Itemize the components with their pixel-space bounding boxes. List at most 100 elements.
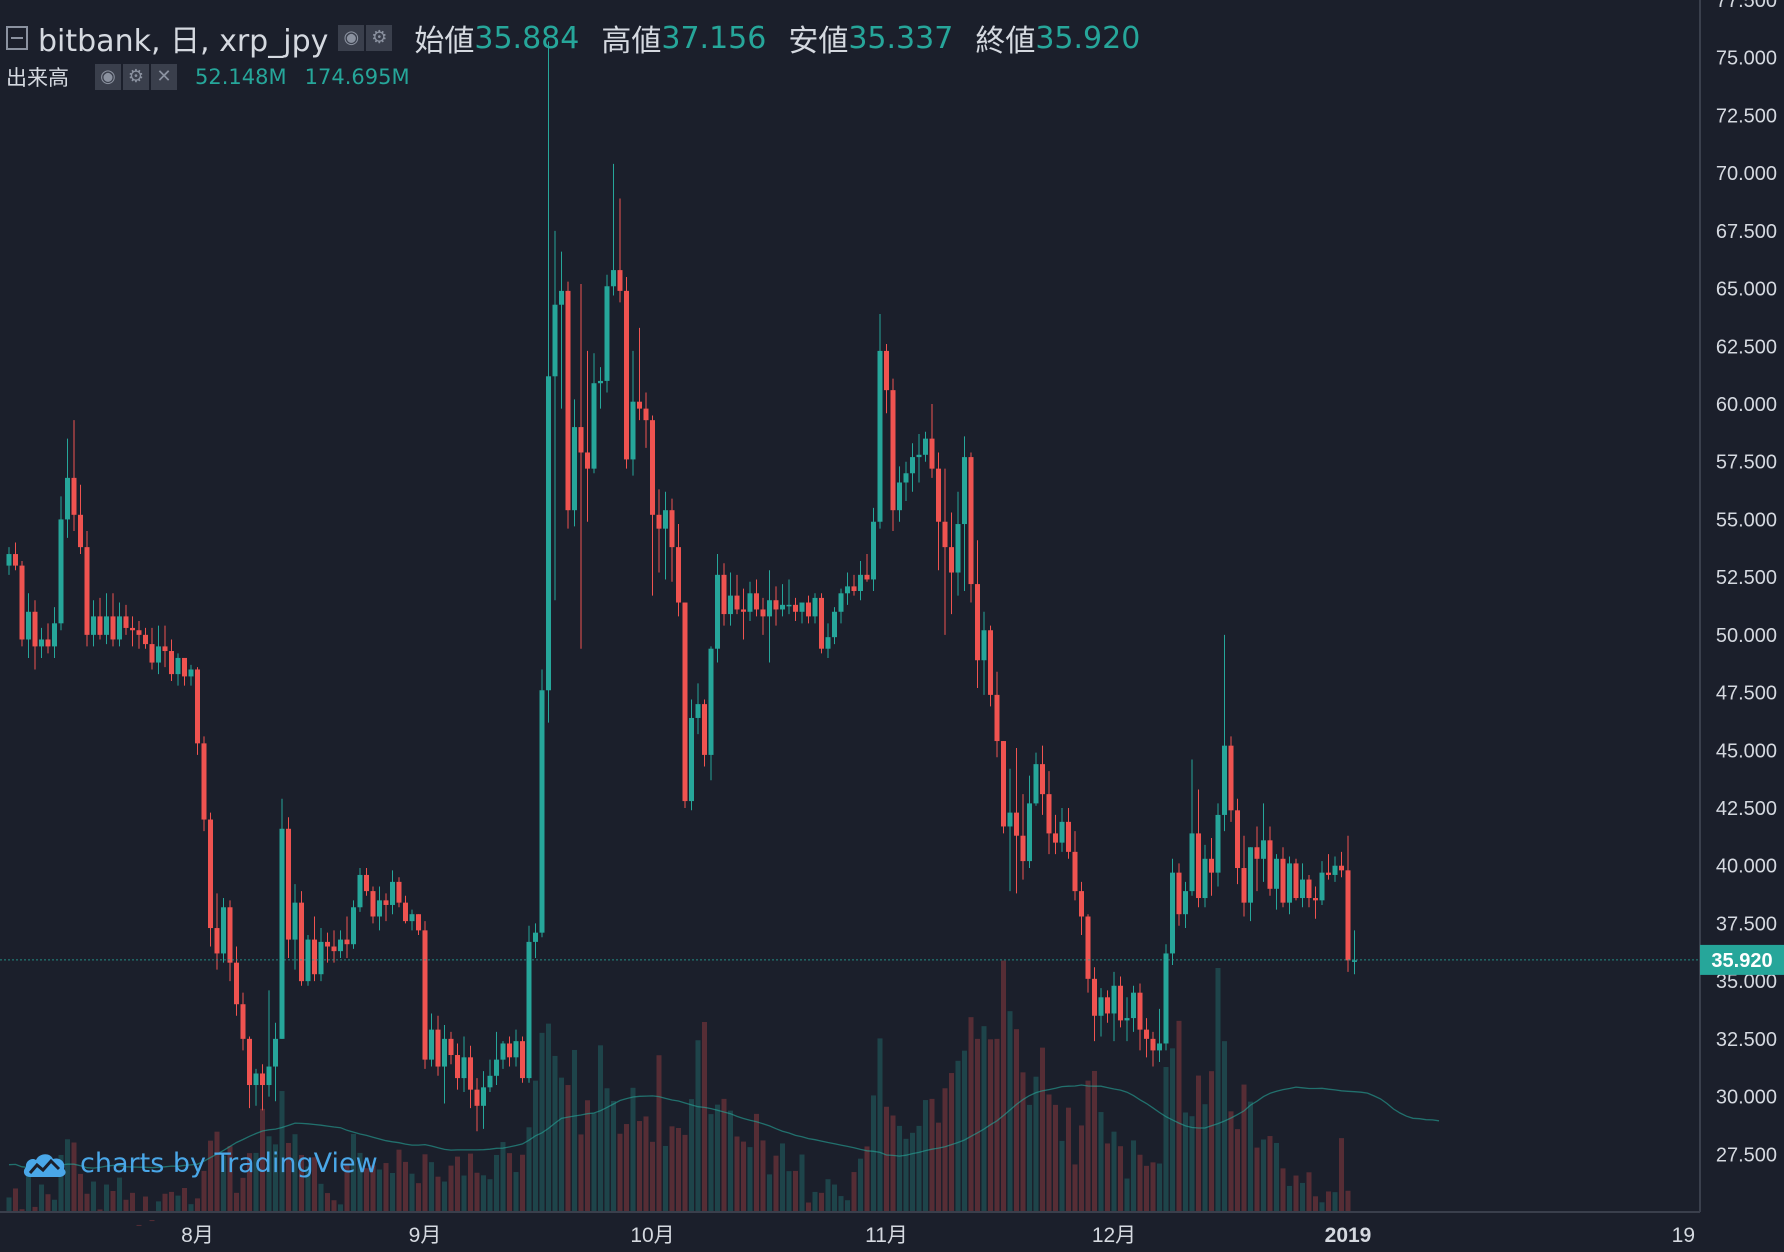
volume-bar: [182, 1187, 187, 1212]
candle: [1261, 803, 1266, 882]
volume-bar: [344, 1163, 350, 1212]
close-icon[interactable]: ✕: [151, 64, 177, 90]
volume-bar: [240, 1177, 246, 1212]
volume-bar: [396, 1149, 402, 1212]
volume-bar: [598, 1045, 603, 1212]
candle-body: [910, 457, 915, 474]
candle-body: [1098, 997, 1104, 1016]
volume-bar: [552, 1055, 558, 1212]
candle-body: [1157, 1043, 1162, 1051]
candle-body: [1183, 891, 1188, 915]
candle: [39, 627, 44, 658]
price-tick-label: 50.000: [1716, 625, 1777, 647]
candle: [104, 593, 109, 645]
volume-bar: [32, 1206, 38, 1212]
volume-bar: [695, 1040, 701, 1212]
volume-bar: [747, 1147, 753, 1212]
volume-bar: [721, 1098, 727, 1212]
candle-body: [442, 1038, 447, 1067]
candle-body: [1118, 985, 1123, 1021]
candle: [422, 921, 428, 1069]
candle-body: [487, 1075, 493, 1088]
candle: [793, 597, 798, 622]
volume-bar: [975, 1038, 980, 1212]
candle: [1014, 747, 1019, 894]
candle-body: [767, 600, 772, 617]
volume-bar: [910, 1132, 915, 1212]
gear-icon[interactable]: ⚙: [366, 25, 393, 51]
candle-body: [1137, 992, 1143, 1030]
candle-body: [955, 524, 961, 573]
volume-bar: [1339, 1138, 1344, 1212]
candle-body: [1033, 764, 1039, 804]
volume-bar: [1053, 1104, 1058, 1212]
candle-body: [650, 420, 655, 515]
volume-bar: [84, 1193, 90, 1212]
volume-bar: [507, 1153, 512, 1212]
volume-bar: [65, 1139, 70, 1212]
gear-icon[interactable]: ⚙: [123, 64, 149, 90]
volume-bar: [136, 1224, 142, 1226]
volume-bar: [942, 1088, 948, 1212]
volume-bar: [1079, 1125, 1084, 1212]
volume-bar: [1150, 1162, 1156, 1212]
volume-bar: [1326, 1191, 1331, 1212]
candle: [396, 877, 402, 908]
candle-body: [1313, 898, 1318, 901]
candle-body: [520, 1041, 525, 1079]
candle-body: [513, 1041, 519, 1058]
candle: [773, 586, 779, 626]
candle: [130, 616, 135, 647]
eye-icon[interactable]: ◉: [338, 25, 365, 51]
volume-bar: [793, 1170, 798, 1212]
volume-bar: [611, 1100, 616, 1212]
volume-bar: [1241, 1084, 1247, 1212]
candle: [1287, 856, 1292, 915]
candle-body: [890, 390, 896, 511]
volume-bar: [110, 1190, 116, 1212]
candle-body: [760, 609, 766, 617]
candle-body: [897, 482, 902, 511]
tradingview-branding[interactable]: charts by TradingView: [22, 1148, 378, 1179]
candle: [71, 420, 77, 531]
candle-body: [1111, 985, 1117, 1014]
candle: [1274, 854, 1279, 910]
candle: [1176, 863, 1182, 926]
volume-bar: [383, 1163, 389, 1212]
candle-body: [1222, 745, 1227, 815]
volume-bar: [663, 1145, 668, 1212]
candle: [351, 900, 356, 949]
candle: [812, 593, 818, 624]
volume-bar: [1319, 1202, 1325, 1212]
candle: [1267, 826, 1273, 896]
eye-icon[interactable]: ◉: [95, 64, 121, 90]
candle: [585, 350, 590, 522]
volume-bar: [1007, 1011, 1013, 1212]
volume-bar: [1131, 1140, 1136, 1212]
candle-body: [1007, 812, 1013, 827]
volume-bar: [520, 1154, 525, 1212]
candle: [214, 893, 220, 970]
volume-bar: [338, 1204, 343, 1212]
collapse-icon[interactable]: [6, 26, 28, 50]
volume-bar: [221, 1155, 226, 1212]
candle-body: [136, 630, 142, 635]
candle-body: [936, 468, 941, 522]
volume-bar: [1215, 967, 1221, 1212]
candle: [890, 378, 896, 531]
candle: [1313, 886, 1318, 919]
candle: [572, 399, 577, 527]
volume-bar: [1124, 1178, 1130, 1212]
candle-body: [819, 597, 824, 649]
candle: [455, 1043, 460, 1090]
candle-body: [1092, 978, 1097, 1016]
volume-bar: [981, 1026, 987, 1212]
candle-body: [45, 639, 51, 647]
volume-bar: [819, 1192, 824, 1212]
candle-body: [1267, 840, 1273, 889]
candle: [734, 574, 740, 615]
volume-bar: [832, 1184, 837, 1212]
candle-body: [637, 401, 642, 409]
candle-body: [364, 874, 369, 892]
